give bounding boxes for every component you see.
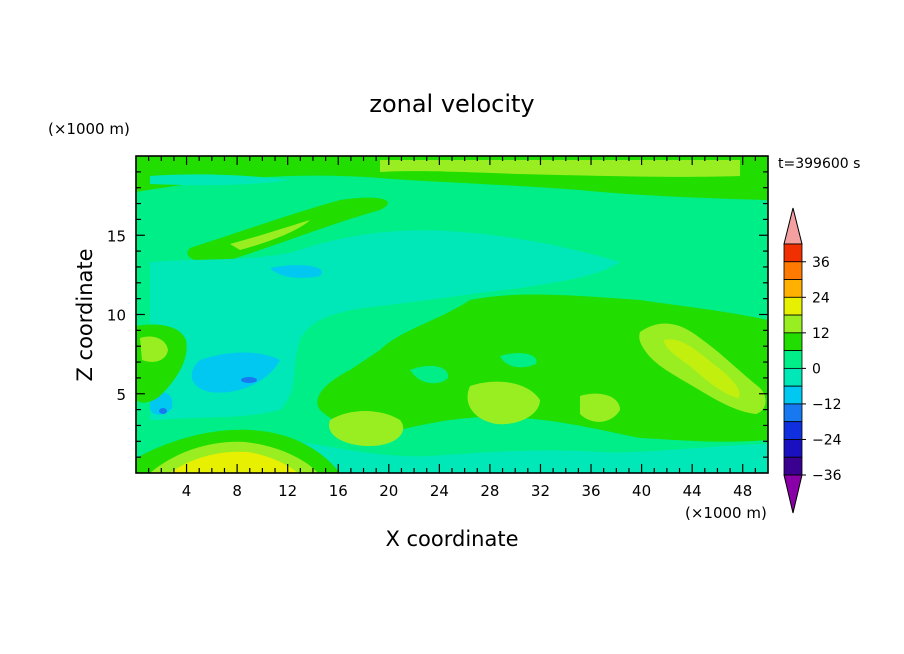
colorbar-segment [783,279,803,298]
x-tick-label: 32 [531,482,550,500]
cyan-hole-2 [500,353,537,368]
cyan-patch-upper [270,265,322,278]
left-yg-patch [140,336,168,362]
min-core [241,377,257,383]
colorbar-segment [783,296,803,316]
yg-blob-3 [580,393,620,422]
y-tick-label: 10 [107,307,126,325]
x-tick-label: 24 [430,482,449,500]
yg-blob-1 [329,411,404,446]
colorbar-segment [783,243,803,263]
x-axis-label: X coordinate [385,527,518,551]
colorbar-segment [783,261,803,280]
x-tick-label: 8 [232,482,242,500]
contour-field [136,156,768,473]
colorbar-segment [783,350,803,369]
x-tick-label: 4 [182,482,192,500]
colorbar-tick-label: −12 [812,397,842,413]
upper-yg-band [230,220,310,250]
colorbar-segment [783,403,803,423]
colorbar-tick-label: 12 [812,326,830,342]
min-core-2 [159,408,167,414]
top-cyan-strip [150,174,290,186]
x-tick-label: 28 [480,482,499,500]
yg-blob-2 [467,381,540,425]
colorbar: 36 24 12 0 −12 −24 −36 [783,207,842,514]
y-unit-label: (×1000 m) [48,120,130,138]
x-tick-label: 16 [329,482,348,500]
cyan-hole-1 [410,365,449,384]
colorbar-segment [783,421,803,440]
colorbar-tick-label: 0 [812,361,821,377]
colorbar-segment [783,367,803,387]
colorbar-segment [783,385,803,405]
y-tick-label: 5 [116,386,126,404]
x-tick-label: 48 [733,482,752,500]
x-tick-label: 36 [581,482,600,500]
bottom-yellow-core [170,451,298,473]
y-axis-ticks: 5 10 15 [107,171,768,458]
colorbar-tick-label: 36 [812,255,830,271]
colorbar-tick-label: 24 [812,290,830,306]
x-tick-label: 40 [632,482,651,500]
x-axis-ticks: 4 8 12 16 20 24 28 32 36 40 44 48 [148,156,756,500]
x-tick-label: 44 [683,482,702,500]
deeper-cyan-1 [191,352,280,393]
colorbar-bottom-arrow [783,474,803,514]
colorbar-tick-label: −24 [812,432,842,448]
right-streak-core [664,339,740,398]
x-unit-label: (×1000 m) [685,504,767,522]
chart-title: zonal velocity [369,90,534,118]
y-axis-label: Z coordinate [73,248,97,381]
x-tick-label: 20 [379,482,398,500]
colorbar-tick-label: −36 [812,468,842,484]
colorbar-segment [783,456,803,476]
colorbar-segment [783,332,803,352]
x-tick-label: 12 [278,482,297,500]
colorbar-top-arrow [783,207,803,245]
top-yellowgreen [380,160,740,177]
colorbar-segment [783,314,803,334]
colorbar-segment [783,439,803,458]
time-annotation: t=399600 s [778,156,860,172]
y-tick-label: 15 [107,227,126,245]
